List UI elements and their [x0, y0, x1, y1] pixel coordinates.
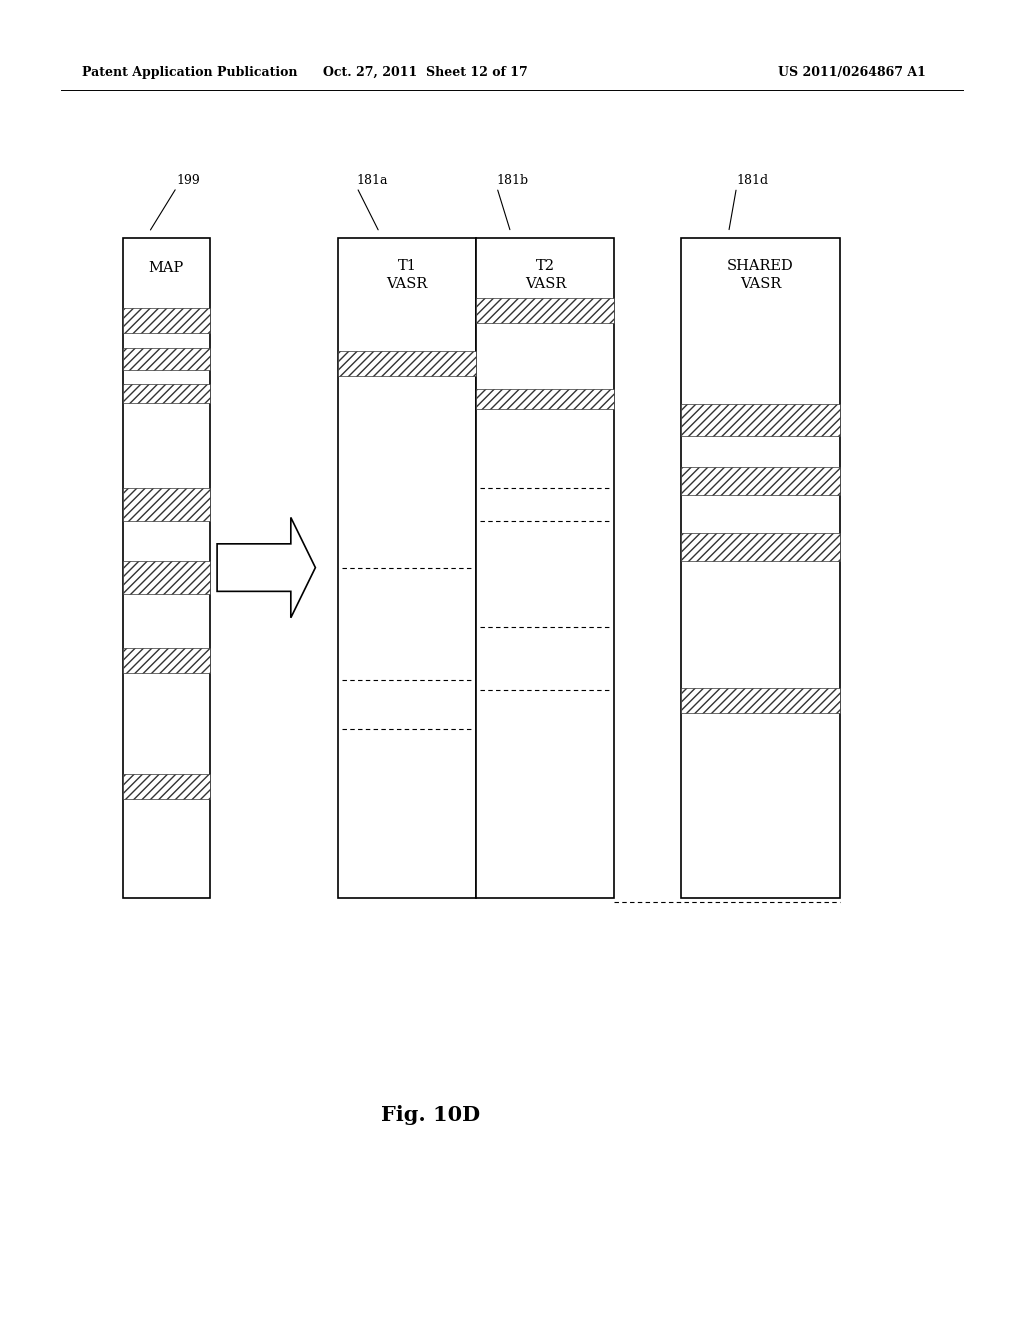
Text: 181d: 181d — [736, 174, 769, 187]
Text: SHARED
VASR: SHARED VASR — [727, 259, 794, 292]
Bar — [123, 238, 210, 898]
Bar — [681, 688, 840, 713]
Bar — [123, 561, 210, 594]
Bar — [338, 351, 476, 376]
Bar — [681, 404, 840, 436]
Bar — [681, 467, 840, 495]
Text: T2
VASR: T2 VASR — [524, 259, 566, 292]
Bar — [123, 774, 210, 799]
Text: Patent Application Publication: Patent Application Publication — [82, 66, 297, 79]
Polygon shape — [217, 517, 315, 618]
Text: Oct. 27, 2011  Sheet 12 of 17: Oct. 27, 2011 Sheet 12 of 17 — [323, 66, 527, 79]
Text: US 2011/0264867 A1: US 2011/0264867 A1 — [778, 66, 926, 79]
Text: MAP: MAP — [148, 261, 184, 276]
Bar — [476, 238, 614, 898]
Bar — [476, 298, 614, 323]
Text: 181a: 181a — [357, 174, 388, 187]
Bar — [338, 238, 476, 898]
Text: Fig. 10D: Fig. 10D — [381, 1105, 479, 1126]
Text: 181b: 181b — [497, 174, 529, 187]
Bar — [476, 389, 614, 409]
Text: 199: 199 — [177, 174, 201, 187]
Bar — [681, 533, 840, 561]
Bar — [123, 384, 210, 403]
Bar — [123, 308, 210, 333]
Bar — [123, 488, 210, 521]
Bar — [681, 238, 840, 898]
Bar — [123, 348, 210, 370]
Bar — [123, 648, 210, 673]
Text: T1
VASR: T1 VASR — [386, 259, 428, 292]
